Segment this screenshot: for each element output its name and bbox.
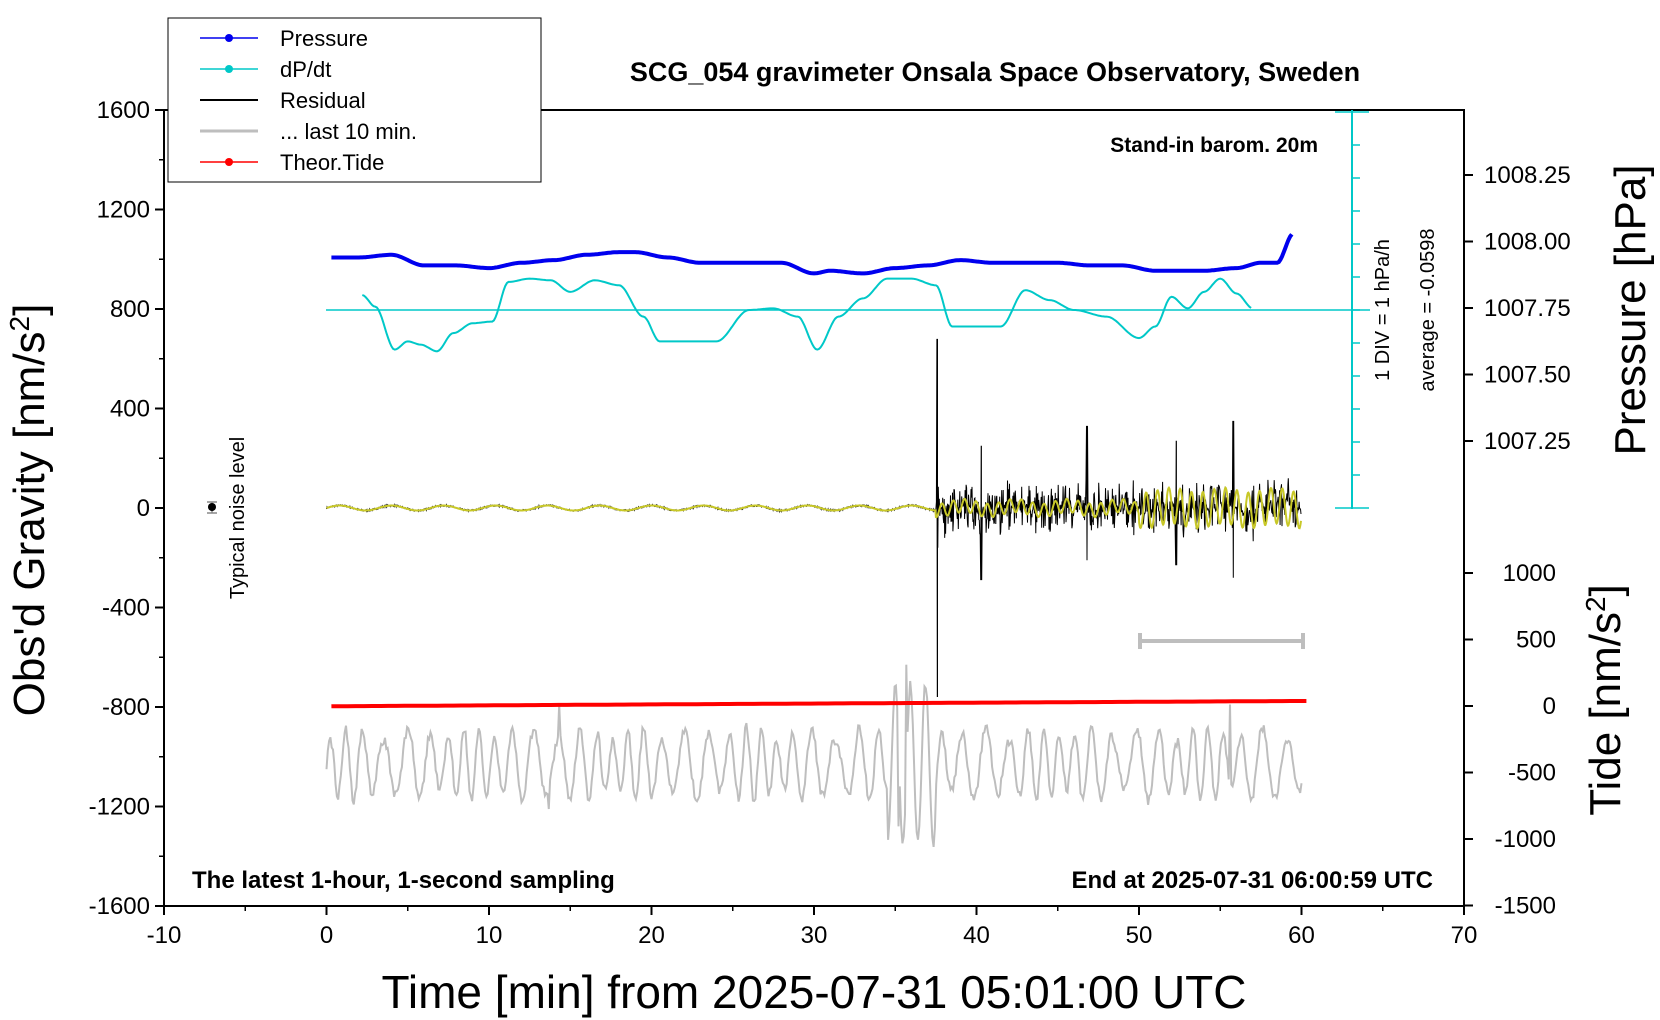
x-tick-label: 0	[320, 922, 333, 949]
y-tick-label: -400	[102, 595, 150, 622]
x-tick-label: 10	[476, 922, 503, 949]
x-tick-label: 20	[638, 922, 665, 949]
tide-tick-label: -1000	[1495, 826, 1556, 853]
series-last-10-min	[325, 664, 1303, 848]
y-tick-label: 0	[137, 495, 150, 522]
x-tick-label: 50	[1126, 922, 1153, 949]
legend-label: Residual	[280, 88, 366, 113]
pressure-tick-label: 1007.25	[1484, 428, 1571, 455]
y-tick-label: -1600	[89, 893, 150, 920]
end-time-note: End at 2025-07-31 06:00:59 UTC	[1072, 867, 1434, 894]
tide-tick-label: -500	[1508, 760, 1556, 787]
x-tick-label: -10	[147, 922, 182, 949]
y-axis-left-label: Obs'd Gravity [nm/s2]	[4, 304, 55, 717]
legend-label: Theor.Tide	[280, 150, 384, 175]
y-axis-left-label-main: Obs'd Gravity [nm/s	[5, 331, 54, 716]
legend-swatch-marker	[225, 65, 233, 73]
legend-label: ... last 10 min.	[280, 119, 417, 144]
legend-swatch-marker	[225, 158, 233, 166]
y-tick-label: -1200	[89, 794, 150, 821]
last-10-min-range-bar	[1138, 633, 1305, 649]
average-note: average = -0.0598	[1417, 229, 1439, 392]
series-pressure	[331, 233, 1294, 276]
pressure-tick-label: 1008.25	[1484, 162, 1571, 189]
legend-label: dP/dt	[280, 57, 331, 82]
latest-hour-note: The latest 1-hour, 1-second sampling	[192, 867, 615, 894]
tide-tick-label: 1000	[1503, 560, 1556, 587]
series-theor-tide	[331, 699, 1307, 709]
tide-tick-label: 500	[1516, 627, 1556, 654]
y-tick-label: 1600	[97, 97, 150, 124]
x-tick-label: 70	[1451, 922, 1478, 949]
noise-level-label: Typical noise level	[227, 437, 249, 599]
y-axis-left-label-sup: 2	[4, 316, 35, 332]
pressure-axis-ticks: 1008.25 1008.00 1007.75 1007.50 1007.25	[1464, 162, 1571, 455]
series-residual	[326, 338, 1302, 698]
noise-level-marker	[207, 501, 217, 514]
pressure-axis-label: Pressure [hPa]	[1606, 164, 1655, 455]
legend-swatch-marker	[225, 34, 233, 42]
pressure-tick-label: 1007.75	[1484, 295, 1571, 322]
tide-axis-label-main: Tide [nm/s	[1581, 612, 1630, 816]
x-tick-label: 30	[801, 922, 828, 949]
series-dpdt	[362, 277, 1252, 353]
legend: Pressure dP/dt Residual ... last 10 min. The…	[167, 17, 542, 183]
div-scale-note: 1 DIV = 1 hPa/h	[1372, 239, 1394, 381]
chart-title: SCG_054 gravimeter Onsala Space Observat…	[630, 57, 1360, 87]
y-tick-label: 400	[110, 396, 150, 423]
tide-tick-label: -1500	[1495, 893, 1556, 920]
y-tick-label: 1200	[97, 197, 150, 224]
tide-axis-ticks: 1000 500 0 -500 -1000 -1500	[1464, 560, 1556, 920]
x-axis-label: Time [min] from 2025-07-31 05:01:00 UTC	[382, 966, 1247, 1018]
pressure-tick-label: 1007.50	[1484, 362, 1571, 389]
y-axis-left-label-end: ]	[5, 304, 54, 316]
y-tick-label: 800	[110, 296, 150, 323]
tide-axis-label: Tide [nm/s2]	[1580, 584, 1631, 816]
x-axis-ticks: -10 0 10 20 30 40 50 60 70	[147, 906, 1478, 949]
y-tick-label: -800	[102, 694, 150, 721]
stand-in-barometer-note: Stand-in barom. 20m	[1110, 134, 1318, 157]
tide-tick-label: 0	[1543, 693, 1556, 720]
tide-axis-label-end: ]	[1581, 584, 1630, 596]
series-residual-smoothed	[326, 485, 1302, 531]
legend-label: Pressure	[280, 26, 368, 51]
y-axis-left-ticks: 1600 1200 800 400 0 -400 -800 -1200 -1600	[89, 97, 164, 920]
pressure-tick-label: 1008.00	[1484, 229, 1571, 256]
x-tick-label: 60	[1288, 922, 1315, 949]
x-tick-label: 40	[963, 922, 990, 949]
tide-axis-label-sup: 2	[1580, 596, 1611, 612]
